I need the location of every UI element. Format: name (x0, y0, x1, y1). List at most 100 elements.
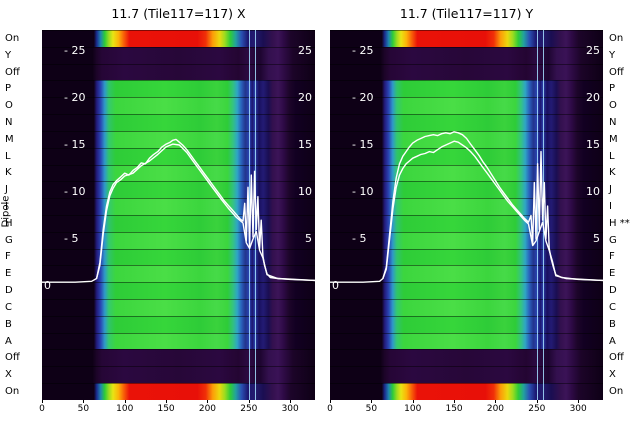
x-tick-label: 100 (404, 404, 422, 414)
row-label: G (609, 234, 617, 246)
x-tick-label: 200 (486, 404, 505, 414)
heatmap-row (330, 299, 603, 316)
x-tick-label: 250 (528, 404, 546, 414)
row-label: C (609, 301, 616, 313)
row-label: On (5, 385, 20, 397)
row-label: L (609, 150, 615, 162)
row-label: E (609, 268, 616, 280)
scale-label-left: - 10 (64, 185, 86, 198)
x-tick-label: 300 (569, 404, 587, 414)
x-tick-mark (42, 400, 43, 403)
heatmap-row (42, 46, 315, 64)
x-axis-x: 0 50 100 150 200 250 300 (39, 400, 315, 418)
row-label: Off (5, 66, 20, 78)
row-label: J (609, 184, 612, 196)
x-tick-mark (83, 400, 85, 403)
row-label: H (5, 217, 13, 229)
scale-label-left: - 25 (64, 44, 86, 57)
heatmap-row (42, 282, 315, 299)
x-tick-label: 0 (327, 404, 333, 414)
panel-title-x: 11.7 (Tile117=117) X (111, 6, 246, 21)
x-tick-mark (290, 400, 292, 403)
scale-label-left: - 5 (352, 232, 367, 245)
heatmap-row (330, 147, 603, 165)
row-labels-left: On Y Off P O N M L K J I H G F E D C B A Off X On (5, 30, 39, 400)
heatmap-panel-y: 0 50 100 150 200 250 300 - 25 25- 20 20- 15 15- 1… (327, 30, 603, 414)
scale-label-right: 20 (586, 91, 600, 104)
x-tick-mark (495, 400, 497, 403)
heatmap-row (42, 315, 315, 333)
scale-label-right: 5 (305, 232, 312, 245)
row-label: A (5, 335, 12, 347)
row-label: K (5, 167, 12, 179)
row-label: Y (5, 49, 12, 61)
x-tick-label: 150 (157, 404, 175, 414)
scale-label-right: 15 (586, 138, 600, 151)
row-label: D (5, 285, 13, 297)
heatmap-row (42, 114, 315, 131)
row-label: H ** (609, 217, 630, 229)
heatmap-row (42, 80, 315, 98)
row-label: P (609, 83, 616, 95)
heatmap-row (42, 97, 315, 115)
x-tick-mark (412, 400, 414, 403)
heatmap-row (42, 383, 315, 400)
scale-label-zero: 0 (44, 279, 51, 292)
row-label: Y (609, 49, 616, 61)
heatmap-row (42, 332, 315, 350)
row-label: On (5, 32, 20, 44)
x-tick-mark (578, 400, 580, 403)
scale-label-right: 10 (298, 185, 312, 198)
row-label: G (5, 234, 13, 246)
x-tick-mark (207, 400, 209, 403)
row-label: On (609, 32, 624, 44)
row-label: O (609, 100, 617, 112)
scale-label-left: - 10 (352, 185, 374, 198)
x-tick-label: 200 (198, 404, 217, 414)
scale-label-left: - 20 (352, 91, 374, 104)
row-label: Off (609, 66, 624, 78)
scale-label-right: 5 (593, 232, 600, 245)
x-tick-mark (454, 400, 456, 403)
scale-label-right: 20 (298, 91, 312, 104)
row-label: Off (609, 352, 624, 364)
row-label: F (5, 251, 11, 263)
bandpass-trace (95, 143, 315, 282)
heatmap-row (330, 315, 603, 333)
x-tick-mark (166, 400, 168, 403)
row-label: A (609, 335, 616, 347)
scale-label-right: 25 (586, 44, 600, 57)
scale-label-zero: 0 (332, 279, 339, 292)
rfi-line (536, 30, 538, 400)
heatmap-row (330, 366, 603, 384)
x-tick-mark (536, 400, 538, 403)
heatmap-row (330, 332, 603, 350)
heatmap-row (42, 299, 315, 316)
scale-label-left: - 5 (64, 232, 79, 245)
bandpass-curve-y (330, 131, 603, 283)
scale-label-right: 15 (298, 138, 312, 151)
heatmap-row (330, 383, 603, 400)
heatmap-x (42, 30, 315, 400)
row-label: C (5, 301, 12, 313)
x-tick-label: 50 (77, 404, 90, 414)
x-tick-label: 150 (445, 404, 463, 414)
heatmap-row (42, 147, 315, 165)
row-label: M (609, 133, 618, 145)
row-label: X (5, 369, 12, 381)
row-label: I (5, 201, 8, 213)
row-label: F (609, 251, 615, 263)
row-label: K (609, 167, 616, 179)
x-tick-label: 50 (365, 404, 378, 414)
heatmap-row (330, 282, 603, 299)
heatmap-row (42, 265, 315, 283)
heatmap-row (42, 63, 315, 81)
scale-label-left: - 15 (64, 138, 86, 151)
heatmap-row (330, 349, 603, 367)
row-label: O (5, 100, 13, 112)
x-tick-label: 100 (116, 404, 134, 414)
row-label: B (609, 318, 616, 330)
x-tick-mark (330, 400, 331, 403)
bandpass-curve-x (42, 138, 315, 283)
scale-label-right: 25 (298, 44, 312, 57)
